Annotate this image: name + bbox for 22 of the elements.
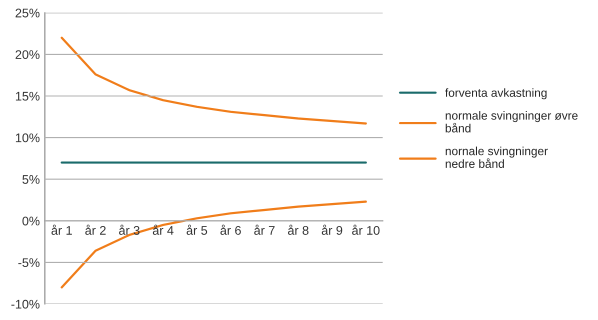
legend-label: forventa avkastning — [445, 88, 547, 100]
y-tick-label: -10% — [11, 300, 40, 309]
x-tick-label: år 5 — [186, 224, 208, 235]
y-tick-label: 25% — [16, 8, 40, 18]
y-tick-label: 20% — [16, 50, 40, 60]
y-tick-label: 0% — [22, 216, 40, 226]
x-tick-label: år 4 — [152, 224, 174, 235]
legend-label: nornale svingninger nedre bånd — [446, 146, 548, 168]
x-tick-label: år 10 — [352, 224, 380, 235]
x-tick-label: år 7 — [254, 224, 275, 235]
y-tick-label: 15% — [16, 92, 40, 101]
y-tick-label: 10% — [16, 133, 40, 142]
x-tick-label: år 6 — [220, 224, 241, 235]
x-tick-label: år 9 — [322, 224, 342, 235]
x-tick-label: år 1 — [52, 224, 72, 235]
y-tick-label: -5% — [18, 258, 40, 268]
x-tick-label: år 8 — [288, 224, 308, 235]
y-tick-label: 5% — [22, 175, 40, 184]
x-tick-label: år 2 — [85, 224, 106, 235]
line-series — [60, 200, 367, 288]
line-series — [60, 36, 367, 125]
legend-label: normale svingninger øvre bånd — [446, 111, 578, 132]
